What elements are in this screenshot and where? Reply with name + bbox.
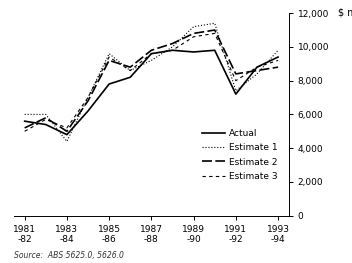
Estimate 1 bbox=[23, 113, 27, 116]
Estimate 3 bbox=[170, 49, 175, 52]
Actual bbox=[149, 52, 153, 55]
Line: Estimate 3: Estimate 3 bbox=[25, 33, 278, 131]
Estimate 1 bbox=[255, 72, 259, 75]
Actual bbox=[65, 133, 69, 136]
Estimate 2 bbox=[234, 72, 238, 75]
Estimate 3 bbox=[86, 96, 90, 99]
Text: Source:  ABS 5625.0, 5626.0: Source: ABS 5625.0, 5626.0 bbox=[14, 251, 124, 260]
Line: Estimate 1: Estimate 1 bbox=[25, 23, 278, 141]
Estimate 1 bbox=[65, 140, 69, 143]
Actual bbox=[86, 109, 90, 113]
Estimate 2 bbox=[23, 126, 27, 129]
Actual bbox=[107, 83, 111, 86]
Actual bbox=[44, 123, 48, 126]
Estimate 3 bbox=[149, 52, 153, 55]
Estimate 2 bbox=[65, 130, 69, 133]
Estimate 1 bbox=[213, 22, 217, 25]
Estimate 2 bbox=[276, 65, 280, 69]
Estimate 1 bbox=[234, 89, 238, 92]
Estimate 3 bbox=[191, 35, 196, 38]
Estimate 3 bbox=[255, 65, 259, 69]
Estimate 3 bbox=[107, 55, 111, 59]
Actual bbox=[234, 93, 238, 96]
Estimate 3 bbox=[44, 118, 48, 121]
Estimate 3 bbox=[65, 126, 69, 129]
Actual bbox=[191, 50, 196, 54]
Estimate 2 bbox=[128, 65, 132, 69]
Estimate 3 bbox=[276, 59, 280, 62]
Actual bbox=[213, 49, 217, 52]
Y-axis label: $ million: $ million bbox=[338, 7, 352, 17]
Estimate 2 bbox=[255, 69, 259, 72]
Estimate 1 bbox=[149, 59, 153, 62]
Actual bbox=[276, 55, 280, 59]
Line: Estimate 2: Estimate 2 bbox=[25, 30, 278, 131]
Estimate 3 bbox=[234, 79, 238, 82]
Estimate 1 bbox=[191, 25, 196, 28]
Estimate 2 bbox=[86, 99, 90, 103]
Actual bbox=[170, 49, 175, 52]
Actual bbox=[128, 76, 132, 79]
Estimate 1 bbox=[107, 52, 111, 55]
Estimate 1 bbox=[170, 45, 175, 48]
Estimate 2 bbox=[44, 116, 48, 119]
Estimate 2 bbox=[170, 42, 175, 45]
Actual bbox=[255, 65, 259, 69]
Estimate 2 bbox=[191, 32, 196, 35]
Estimate 3 bbox=[213, 32, 217, 35]
Legend: Actual, Estimate 1, Estimate 2, Estimate 3: Actual, Estimate 1, Estimate 2, Estimate… bbox=[199, 125, 281, 185]
Estimate 1 bbox=[276, 49, 280, 52]
Estimate 3 bbox=[23, 130, 27, 133]
Estimate 3 bbox=[128, 69, 132, 72]
Estimate 1 bbox=[44, 113, 48, 116]
Actual bbox=[23, 120, 27, 123]
Line: Actual: Actual bbox=[25, 50, 278, 135]
Estimate 1 bbox=[86, 96, 90, 99]
Estimate 2 bbox=[213, 28, 217, 32]
Estimate 2 bbox=[149, 49, 153, 52]
Estimate 1 bbox=[128, 69, 132, 72]
Estimate 2 bbox=[107, 59, 111, 62]
